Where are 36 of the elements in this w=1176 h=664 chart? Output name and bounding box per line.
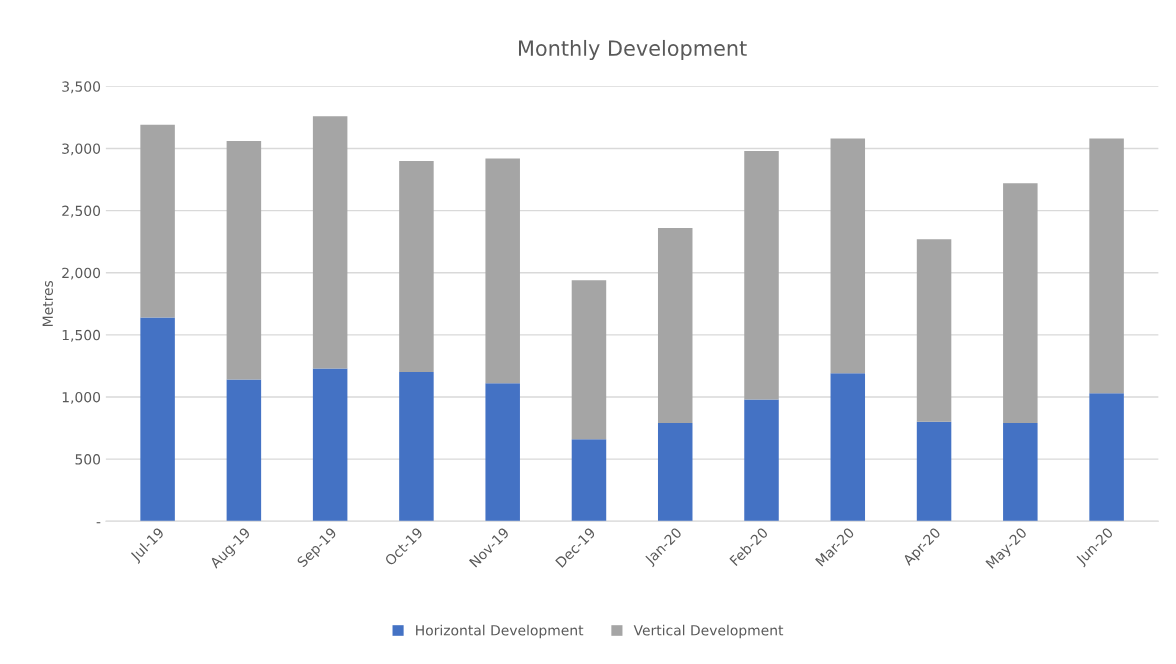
y-axis-title: Metres [42, 280, 53, 326]
bar [1003, 423, 1038, 522]
y-tick-label: 3,000 [62, 143, 101, 156]
bar [140, 124, 175, 318]
bar [571, 439, 607, 522]
y-tick-label: 2,000 [62, 267, 101, 280]
y-tick-label: 1,500 [62, 329, 101, 342]
bar [312, 368, 348, 522]
bar [485, 383, 520, 522]
bar [312, 116, 348, 369]
y-tick-label: - [96, 522, 101, 524]
bar [830, 373, 866, 522]
legend-label: Horizontal Development [416, 624, 584, 639]
bar [1089, 138, 1124, 394]
bar [571, 280, 607, 440]
y-tick-label: 500 [75, 454, 101, 465]
bar [226, 141, 262, 380]
bar [399, 372, 434, 522]
bar [657, 227, 693, 424]
y-tick-label: 3,500 [62, 81, 101, 94]
y-tick-label: 1,000 [62, 391, 101, 404]
bar [916, 421, 952, 522]
bar [399, 160, 434, 373]
legend-label: Vertical Development [633, 624, 784, 639]
bar [226, 379, 262, 522]
chart-title: Monthly Development [519, 39, 747, 61]
bar [744, 399, 779, 522]
bar [485, 158, 520, 384]
bar [1003, 183, 1038, 424]
bar [744, 150, 779, 400]
y-tick-label: 2,500 [62, 205, 101, 218]
bar [657, 423, 693, 522]
bar [140, 317, 175, 522]
bar [830, 138, 866, 374]
bar [916, 239, 952, 422]
bar [1089, 393, 1124, 522]
